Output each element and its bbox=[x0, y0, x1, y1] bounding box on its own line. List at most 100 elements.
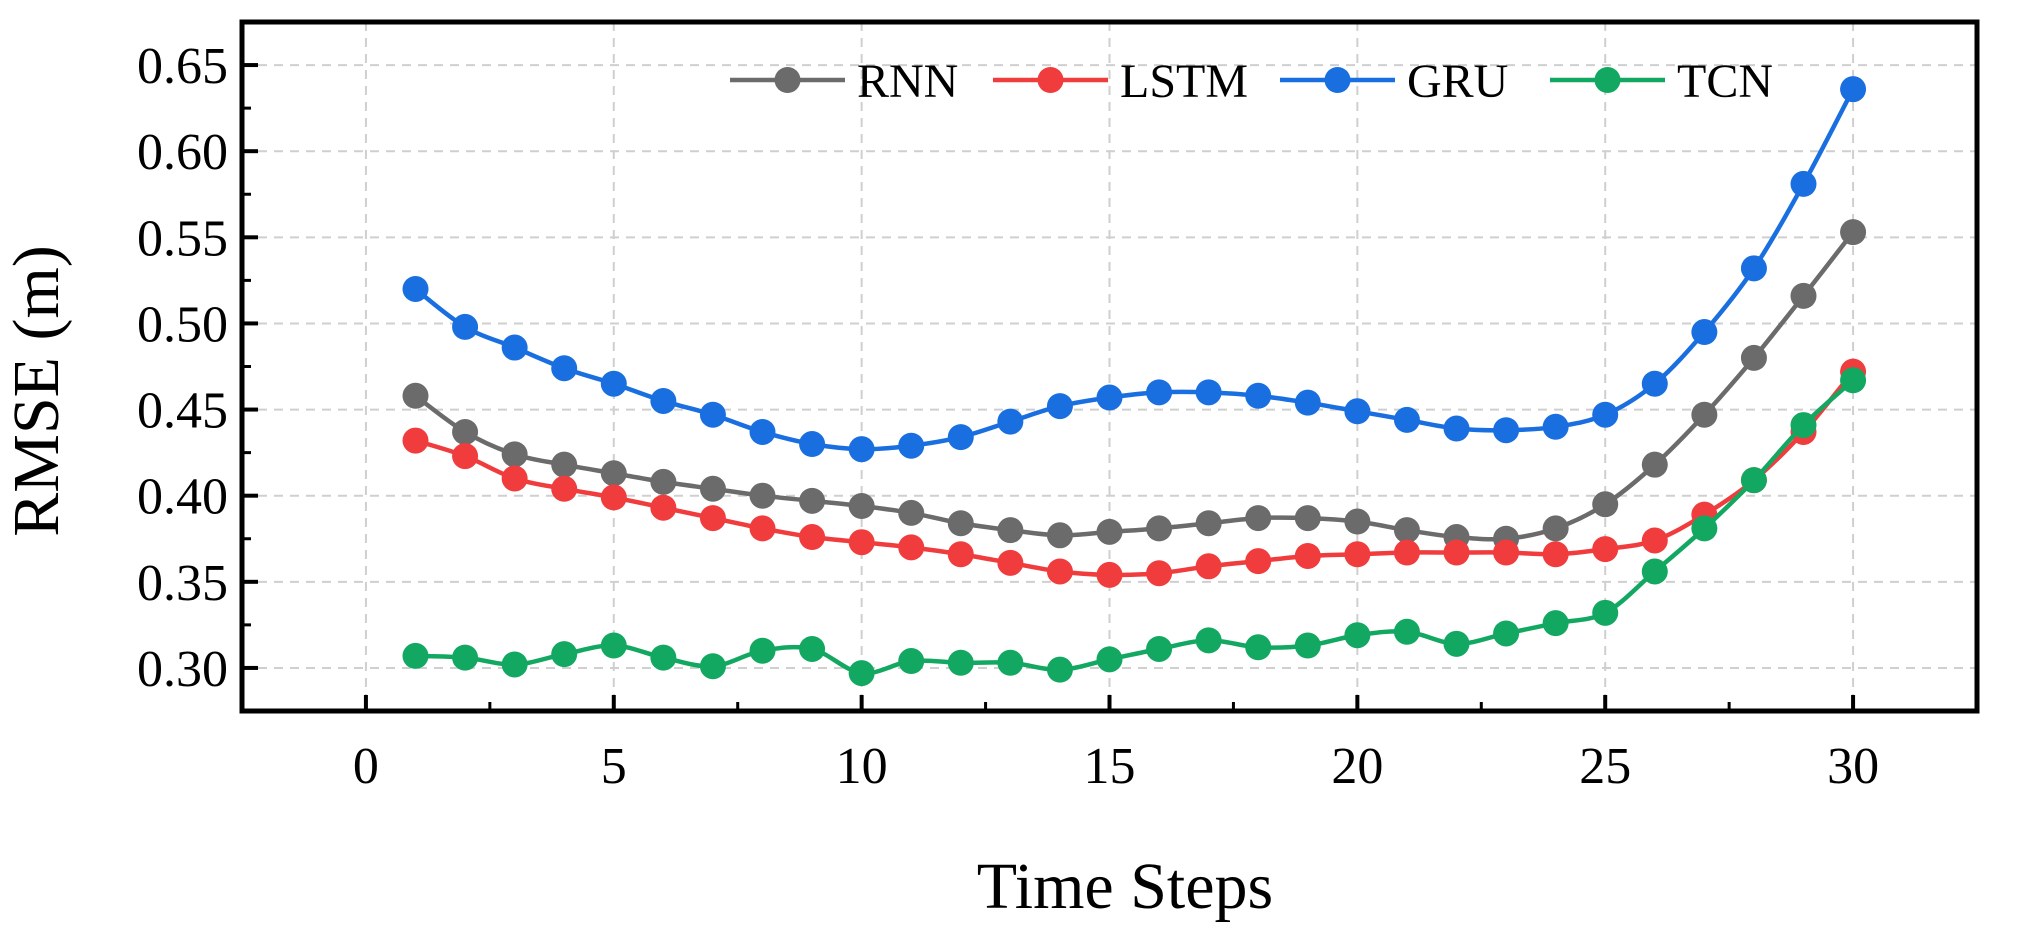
rnn-point bbox=[1344, 508, 1371, 535]
tcn-point bbox=[600, 632, 627, 659]
tcn-point bbox=[1542, 610, 1569, 637]
rnn-point bbox=[799, 487, 826, 514]
legend-item-tcn: TCN bbox=[1550, 55, 1773, 108]
lstm-point bbox=[1195, 553, 1222, 580]
gru-point bbox=[1245, 382, 1272, 409]
rnn-line bbox=[414, 230, 1855, 542]
gru-point bbox=[1195, 379, 1222, 406]
tcn-point bbox=[1790, 412, 1817, 439]
gru-point bbox=[1344, 398, 1371, 425]
gru-point bbox=[1592, 401, 1619, 428]
tcn-point bbox=[799, 635, 826, 662]
y-axis-title: RMSE (m) bbox=[0, 245, 73, 537]
tcn-point bbox=[848, 660, 875, 687]
y-tick-label: 0.50 bbox=[137, 296, 228, 353]
tcn-point bbox=[997, 649, 1024, 676]
lstm-point bbox=[501, 465, 528, 492]
lstm-point bbox=[1146, 560, 1173, 587]
lstm-line bbox=[414, 370, 1855, 578]
tcn-point bbox=[1443, 630, 1470, 657]
rnn-point bbox=[501, 441, 528, 468]
tcn-point bbox=[1393, 618, 1420, 645]
rnn-point bbox=[1294, 505, 1321, 532]
lstm-point bbox=[1443, 539, 1470, 566]
rnn-point bbox=[1840, 219, 1867, 246]
legend-swatch-marker bbox=[1037, 67, 1064, 93]
tcn-point bbox=[1146, 635, 1173, 662]
tcn-point bbox=[1740, 467, 1767, 494]
tcn-point bbox=[1046, 656, 1073, 683]
lstm-point bbox=[799, 524, 826, 551]
lstm-point bbox=[452, 443, 479, 470]
tcn-point bbox=[650, 644, 677, 671]
rnn-point bbox=[997, 517, 1024, 544]
gru-point bbox=[947, 424, 974, 451]
tcn-point bbox=[749, 637, 776, 664]
rnn-point bbox=[402, 382, 429, 409]
gru-point bbox=[1691, 319, 1718, 346]
lstm-point bbox=[1493, 539, 1520, 566]
lstm-point bbox=[997, 549, 1024, 576]
rnn-point bbox=[551, 451, 578, 478]
gru-point bbox=[898, 432, 925, 459]
tcn-point bbox=[1294, 632, 1321, 659]
rnn-point bbox=[848, 493, 875, 520]
lstm-point bbox=[650, 494, 677, 521]
legend-label: RNN bbox=[857, 55, 958, 108]
x-tick-label: 10 bbox=[836, 738, 888, 795]
legend-item-lstm: LSTM bbox=[993, 55, 1248, 108]
gru-point bbox=[501, 334, 528, 361]
legend-label: LSTM bbox=[1120, 55, 1248, 108]
y-tick-label: 0.60 bbox=[137, 124, 228, 181]
gru-point bbox=[699, 401, 726, 428]
series-gru bbox=[402, 76, 1867, 463]
rnn-point bbox=[1245, 505, 1272, 532]
lstm-point bbox=[600, 484, 627, 511]
x-tick-label: 15 bbox=[1084, 738, 1136, 795]
gru-point bbox=[1840, 76, 1867, 103]
tcn-point bbox=[551, 641, 578, 668]
lstm-point bbox=[1096, 561, 1123, 588]
x-tick-label: 30 bbox=[1827, 738, 1879, 795]
x-tick-label: 20 bbox=[1331, 738, 1383, 795]
tcn-point bbox=[1691, 515, 1718, 542]
y-tick-label: 0.40 bbox=[137, 469, 228, 526]
rnn-point bbox=[1046, 522, 1073, 549]
lstm-point bbox=[848, 529, 875, 556]
series-lines bbox=[402, 76, 1867, 687]
axis-ticks: 0 5 10 15 20 25 30 0.30 0.35 0.40 0.45 0.50 0.55 0.60… bbox=[137, 38, 1879, 795]
gru-point bbox=[1393, 406, 1420, 433]
gru-point bbox=[452, 313, 479, 340]
lstm-point bbox=[749, 515, 776, 542]
rnn-point bbox=[699, 475, 726, 502]
gru-point bbox=[1542, 413, 1569, 440]
lstm-point bbox=[699, 505, 726, 532]
lstm-point bbox=[1592, 536, 1619, 563]
rnn-point bbox=[1195, 510, 1222, 537]
lstm-point bbox=[1046, 558, 1073, 585]
gru-point bbox=[1443, 415, 1470, 442]
series-rnn bbox=[402, 219, 1867, 552]
tcn-point bbox=[1245, 634, 1272, 661]
rnn-point bbox=[1146, 515, 1173, 542]
tcn-line bbox=[415, 378, 1855, 676]
y-tick-label: 0.30 bbox=[137, 641, 228, 698]
gru-point bbox=[1740, 255, 1767, 282]
tcn-point bbox=[898, 648, 925, 675]
x-axis-title: Time Steps bbox=[977, 850, 1273, 923]
lstm-point bbox=[1245, 548, 1272, 575]
x-tick-label: 0 bbox=[353, 738, 379, 795]
lstm-point bbox=[1393, 539, 1420, 566]
tcn-point bbox=[1840, 367, 1867, 394]
gru-point bbox=[650, 387, 677, 414]
lstm-point bbox=[1542, 541, 1569, 568]
tcn-point bbox=[1641, 558, 1668, 585]
legend-swatch-marker bbox=[1594, 67, 1621, 93]
tcn-point bbox=[1592, 599, 1619, 626]
tcn-point bbox=[452, 644, 479, 671]
tcn-point bbox=[501, 651, 528, 678]
gru-point bbox=[1096, 384, 1123, 411]
rnn-point bbox=[1641, 451, 1668, 478]
x-tick-label: 5 bbox=[601, 738, 627, 795]
